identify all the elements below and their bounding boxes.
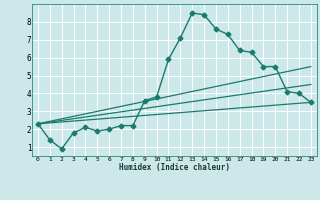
X-axis label: Humidex (Indice chaleur): Humidex (Indice chaleur) xyxy=(119,163,230,172)
